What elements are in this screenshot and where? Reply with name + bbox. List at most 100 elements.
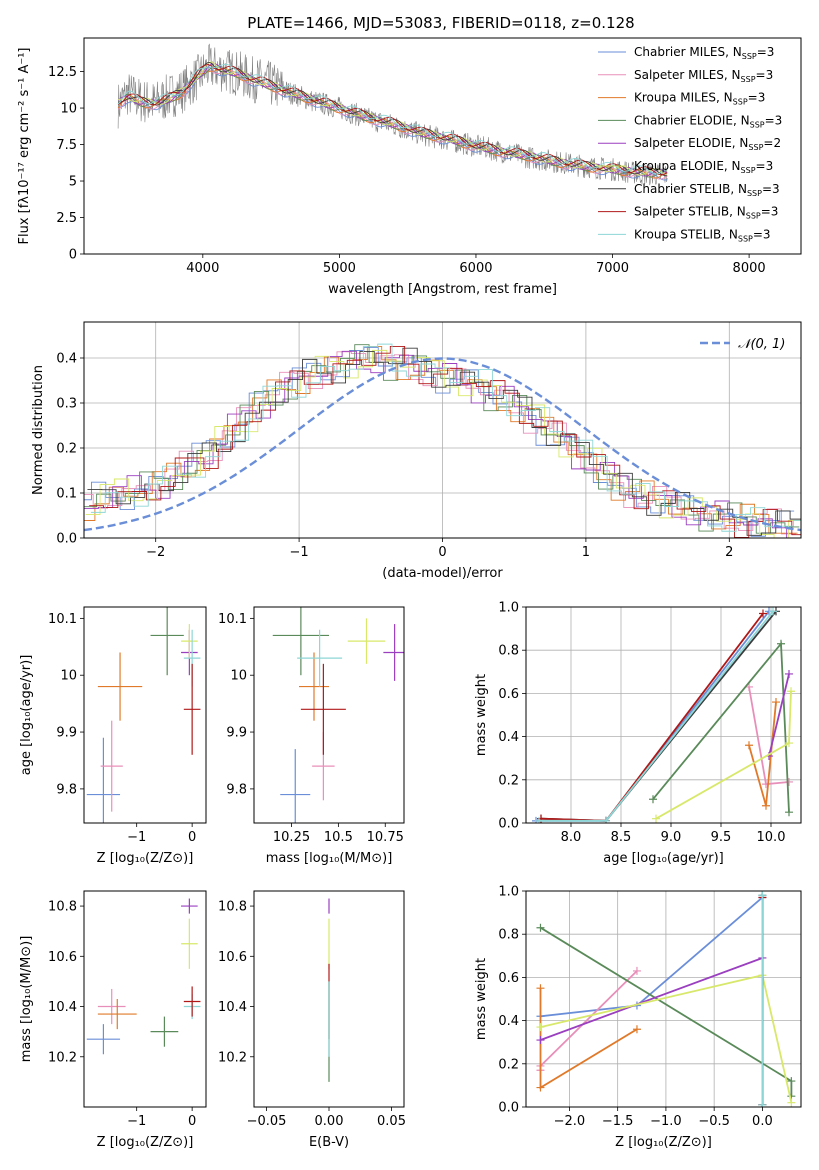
x-tick-label: 1 (582, 545, 590, 560)
y-tick-label: 10 (60, 669, 77, 684)
y-tick-label: 2.5 (56, 211, 77, 226)
mass-weight-marker (785, 777, 793, 786)
y-tick-label: 1.0 (498, 601, 519, 616)
y-tick-label: 10.4 (48, 1000, 77, 1015)
mass-weight-marker (762, 801, 770, 810)
y-tick-label: 0.1 (56, 487, 77, 502)
legend-label: Chabrier ELODIE, NSSP=3 (634, 113, 782, 129)
x-axis-label: Z [log₁₀(Z/Z⊙)] (97, 1135, 194, 1150)
y-tick-label: 7.5 (56, 138, 77, 153)
x-axis-label: (data-model)/error (382, 566, 503, 581)
model-spectrum-line (117, 64, 668, 176)
z-mass-panel-plot-area (86, 898, 201, 1055)
y-tick-label: 10.1 (48, 612, 77, 627)
x-axis-label: E(B-V) (309, 1135, 349, 1150)
x-tick-label: −1 (290, 545, 309, 560)
y-tick-label: 0.4 (56, 352, 77, 367)
y-tick-label: 12.5 (48, 65, 77, 80)
mass-weight-marker (536, 1083, 545, 1092)
residual-histogram (84, 345, 798, 534)
mass-weight-marker (536, 1023, 545, 1032)
legend-label-text: Chabrier STELIB, N (634, 182, 747, 196)
y-tick-label: 5 (69, 175, 77, 190)
ebv-mass-panel: −0.05 0.00 0.05 10.2 10.4 10.6 10.8 E(B-V) (218, 890, 406, 1150)
y-axis-label: mass weight (474, 674, 489, 756)
z-weight-panel: −2.0 −1.5 −1.0 −0.5 0.0 0.0 0.2 0.4 0.6 0.8 1.0 Z [… (474, 885, 802, 1150)
legend-label-suffix: =3 (762, 182, 780, 196)
mass-weight-marker (769, 607, 777, 616)
x-tick-label: 8.0 (561, 830, 582, 845)
legend-label-sub: SSP (733, 98, 748, 107)
y-tick-label: 0.2 (56, 442, 77, 457)
x-axis-label: age [log₁₀(age/yr)] (603, 851, 724, 866)
legend-label: Chabrier MILES, NSSP=3 (634, 45, 774, 61)
y-tick-label: 10.6 (218, 950, 247, 965)
model-spectrum-line (117, 63, 668, 175)
x-tick-label: −2 (146, 545, 165, 560)
y-tick-label: 9.8 (226, 782, 247, 797)
legend-label-sub: SSP (750, 120, 765, 129)
z-age-panel: −1 0 9.8 9.9 10 10.1 Z [log₁₀(Z/Z⊙)] age [log₁₀… (19, 606, 207, 866)
legend-label: Chabrier STELIB, NSSP=3 (634, 182, 780, 198)
y-axis-label: mass [log₁₀(M/M⊙)] (19, 936, 34, 1063)
x-axis-label: Z [log₁₀(Z/Z⊙)] (615, 1135, 712, 1150)
residual-histogram (85, 349, 801, 538)
residual-panel: −2 −1 0 1 2 0.0 0.1 0.2 0.3 0.4 (data-model)/error… (31, 321, 802, 581)
y-tick-label: 10.8 (218, 900, 247, 915)
legend-label-text: Salpeter MILES, N (634, 68, 741, 82)
y-tick-label: 0.0 (56, 532, 77, 547)
y-axis-label: Normed distribution (31, 365, 46, 495)
y-tick-label: 10 (230, 669, 247, 684)
y-tick-label: 0.2 (498, 1057, 519, 1072)
residual-plot-area (84, 343, 801, 538)
mass-weight-marker (632, 966, 641, 975)
mass-weight-marker (602, 816, 610, 823)
axes-frame (253, 890, 405, 1108)
mass-weight-marker (536, 984, 545, 993)
axes-frame (83, 37, 802, 255)
legend-label-suffix: =3 (765, 113, 783, 127)
spectrum-plot-area (117, 43, 668, 186)
mass-weight-marker (632, 1025, 641, 1034)
legend-label-suffix: =3 (748, 91, 766, 105)
spectrum-panel: 4000 5000 6000 7000 8000 0 2.5 5 7.5 10 12.5 wavele… (17, 37, 802, 297)
x-tick-label: 9.5 (711, 830, 732, 845)
legend-label-suffix: =3 (756, 159, 774, 173)
y-tick-label: 10 (60, 102, 77, 117)
legend-label-suffix: =3 (753, 227, 771, 241)
legend-label-text: Salpeter STELIB, N (634, 205, 746, 219)
residual-histogram (84, 344, 800, 534)
normal-legend-label: 𝒩(0, 1) (738, 337, 785, 352)
residual-histogram (87, 347, 801, 536)
y-tick-label: 0.4 (498, 730, 519, 745)
mass-weight-marker (536, 923, 545, 932)
mass-weight-line (540, 612, 764, 822)
legend-label: Kroupa STELIB, NSSP=3 (634, 227, 771, 243)
x-tick-label: −0.05 (247, 1114, 287, 1129)
y-tick-label: 0.2 (498, 773, 519, 788)
x-tick-label: 8.5 (611, 830, 632, 845)
legend-label: Kroupa ELODIE, NSSP=3 (634, 159, 773, 175)
age-weight-panel-plot-area (532, 607, 795, 823)
legend-label-text: Salpeter ELODIE, N (634, 136, 748, 150)
z-age-panel-plot-area (86, 607, 201, 823)
legend-label-suffix: =3 (757, 45, 775, 59)
mass-weight-marker (785, 808, 793, 817)
y-tick-label: 0 (69, 248, 77, 263)
spectrum-legend: Chabrier MILES, NSSP=3 Salpeter MILES, N S… (598, 45, 782, 243)
y-tick-label: 10.1 (218, 612, 247, 627)
x-tick-label: −1.5 (602, 1114, 634, 1129)
axes-frame (525, 606, 802, 824)
x-tick-label: 2 (725, 545, 733, 560)
y-tick-label: 0.4 (498, 1014, 519, 1029)
y-axis-label: Flux [fλ10⁻¹⁷ erg cm⁻² s⁻¹ A⁻¹] (17, 48, 32, 245)
legend-label-text: Kroupa MILES, N (634, 91, 733, 105)
x-axis-label: wavelength [Angstrom, rest frame] (328, 282, 557, 297)
legend-label-text: Kroupa ELODIE, N (634, 159, 741, 173)
axes-frame (253, 606, 405, 824)
x-tick-label: 4000 (186, 261, 219, 276)
x-tick-label: 6000 (459, 261, 492, 276)
y-tick-label: 0.0 (498, 817, 519, 832)
x-axis-label: mass [log₁₀(M/M⊙)] (266, 851, 393, 866)
x-axis-label: Z [log₁₀(Z/Z⊙)] (97, 851, 194, 866)
